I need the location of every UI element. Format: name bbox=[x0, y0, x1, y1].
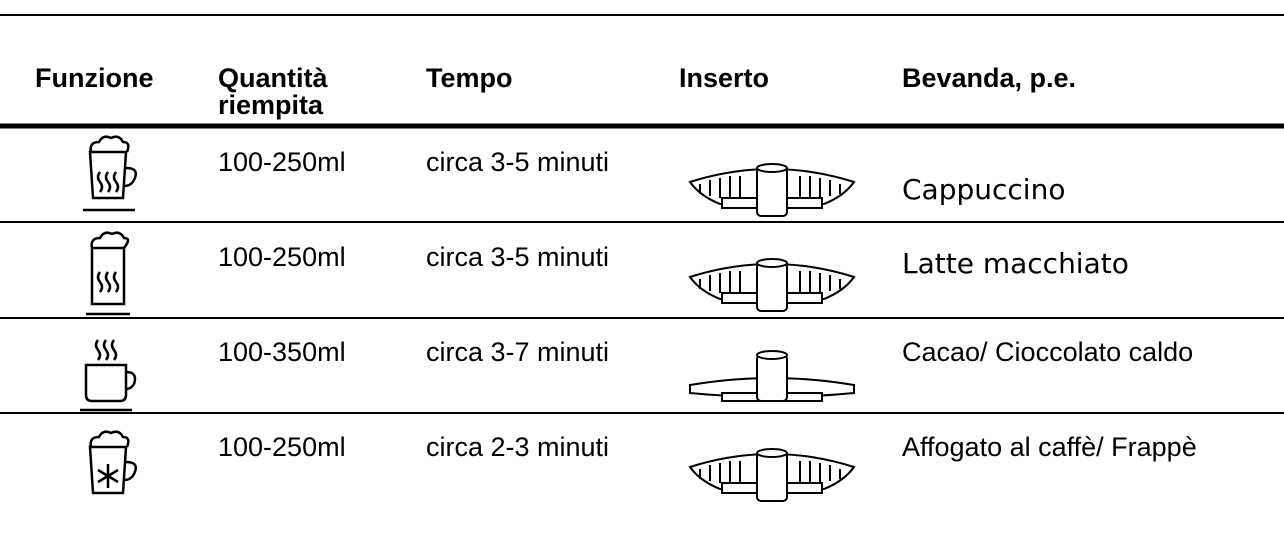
quantity-cell: 100-250ml bbox=[218, 147, 346, 177]
header-cell: Tempo bbox=[426, 63, 513, 93]
cold-cup-icon bbox=[88, 430, 137, 495]
header-cell: Quantità riempita bbox=[218, 63, 328, 120]
cup-icon bbox=[80, 339, 137, 412]
quantity-cell: 100-250ml bbox=[218, 242, 346, 272]
time-cell: circa 2-3 minuti bbox=[426, 432, 610, 462]
drink-cell: Affogato al caffè/ Frappè bbox=[902, 432, 1197, 462]
drink-cell: Latte macchiato bbox=[902, 247, 1129, 280]
time-cell: circa 3-5 minuti bbox=[426, 242, 610, 272]
whisk-insert-icon bbox=[689, 258, 855, 312]
whisk-insert-icon bbox=[688, 163, 856, 217]
cup-icon bbox=[83, 135, 137, 212]
time-cell: circa 3-7 minuti bbox=[426, 337, 610, 367]
drink-cell: Cappuccino bbox=[902, 173, 1066, 206]
quantity-cell: 100-350ml bbox=[218, 337, 346, 367]
rules bbox=[0, 14, 1284, 414]
quantity-cell: 100-250ml bbox=[218, 432, 346, 462]
header-cell: Bevanda, p.e. bbox=[902, 63, 1077, 93]
drink-cell: Cacao/ Cioccolato caldo bbox=[902, 337, 1194, 367]
plain-insert-icon bbox=[689, 350, 855, 402]
header-cell: Inserto bbox=[679, 63, 770, 93]
glass-icon bbox=[86, 231, 130, 316]
header-cell: Funzione bbox=[35, 63, 154, 93]
time-cell: circa 3-5 minuti bbox=[426, 147, 610, 177]
whisk-insert-icon bbox=[689, 448, 855, 502]
